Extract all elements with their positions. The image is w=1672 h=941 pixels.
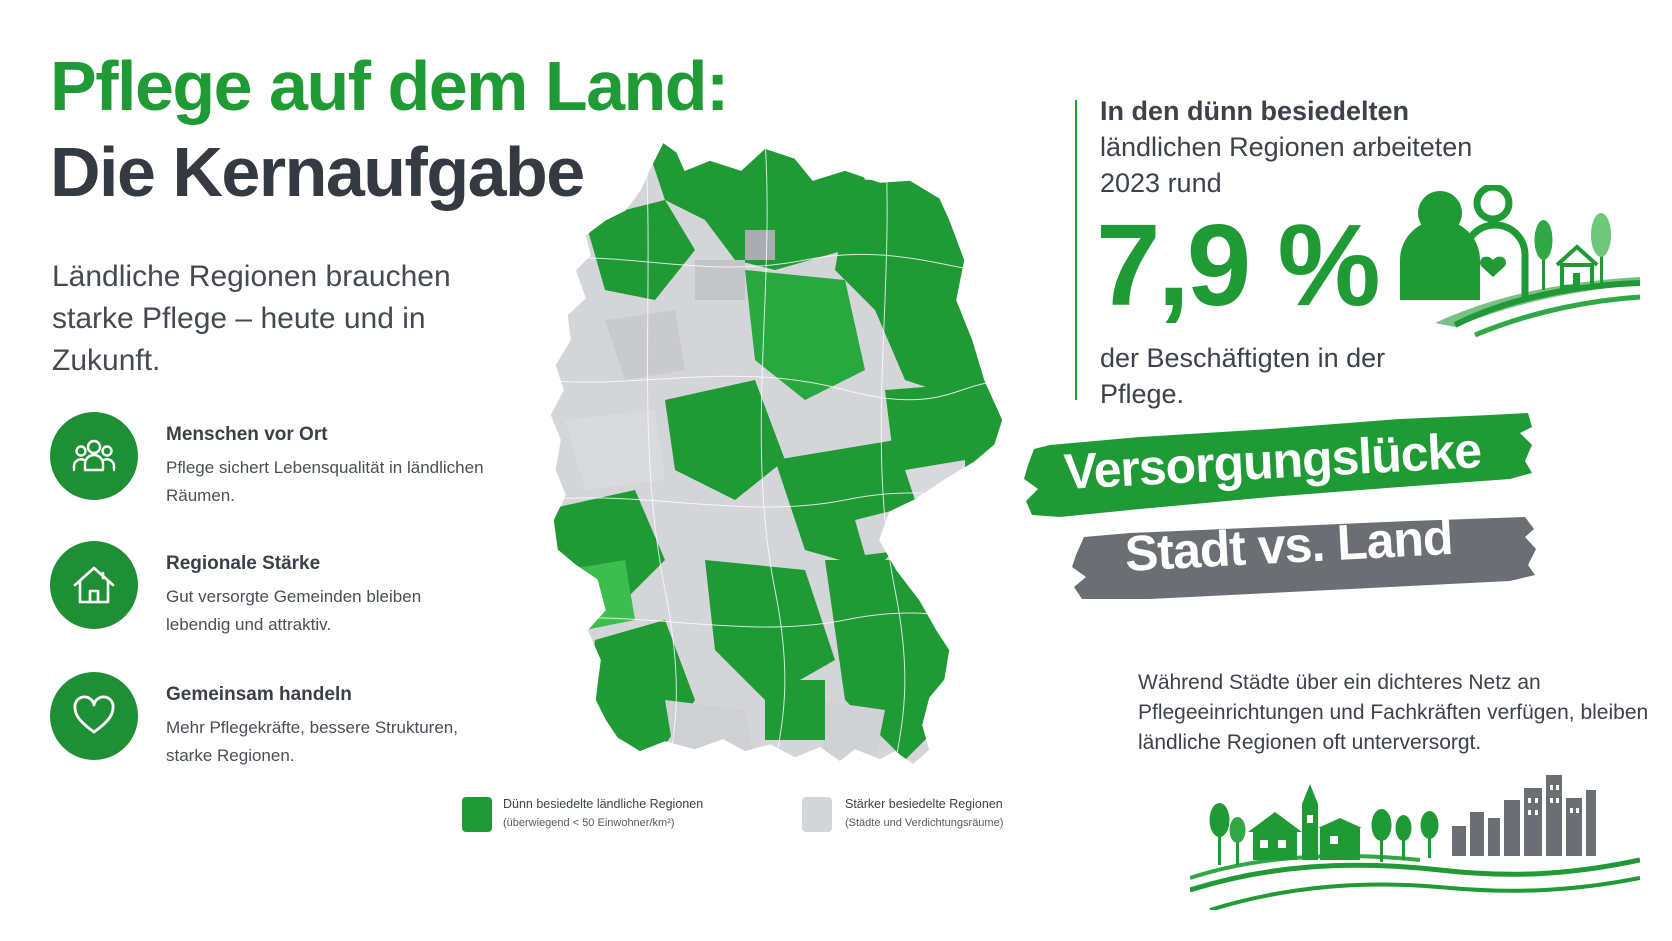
banner-city-land: Stadt vs. Land [1070, 505, 1540, 605]
house-icon [50, 541, 138, 629]
feature-region: Regionale Stärke Gut versorgte Gemeinden… [50, 541, 480, 634]
stat-outro: der Beschäftigten in der Pflege. [1100, 343, 1386, 409]
legend-urban-label: Stärker besiedelte Regionen [845, 797, 1003, 811]
banner-gap: Versorgungslücke [1020, 405, 1535, 525]
legend-rural-label: Dünn besiedelte ländliche Regionen [503, 797, 704, 811]
page-title-line2: Die Kernaufgabe [50, 133, 585, 211]
stat-intro-rest: ländlichen Regionen arbeiteten 2023 rund [1100, 132, 1473, 198]
stat-divider [1075, 100, 1077, 400]
feature-text: Gut versorgte Gemeinden bleiben lebendig… [166, 587, 422, 634]
page-title-line1: Pflege auf dem Land: [50, 47, 729, 125]
feature-text: Mehr Pflegekräfte, bessere Strukturen, s… [166, 718, 458, 765]
page-subtitle: Ländliche Regionen brauchen starke Pfleg… [52, 260, 451, 377]
gap-description: Während Städte über ein dichteres Netz a… [1138, 671, 1649, 754]
town-countryside-illustration-icon [1190, 775, 1640, 910]
brush-stroke-grey [1072, 517, 1536, 599]
feature-title: Menschen vor Ort [166, 424, 328, 445]
brush-stroke-green [1024, 413, 1532, 517]
feature-title: Regionale Stärke [166, 553, 321, 574]
legend-rural-sub: (überwiegend < 50 Einwohner/km²) [503, 817, 675, 829]
stat-intro: In den dünn besiedelten ländlichen Regio… [1100, 93, 1520, 201]
map-regions [550, 142, 1003, 765]
legend-rural-swatch [462, 797, 492, 832]
stat-intro-bold: In den dünn besiedelten [1100, 96, 1410, 126]
germany-map [549, 140, 1004, 766]
people-icon [50, 412, 138, 500]
legend-urban-swatch [802, 797, 832, 832]
feature-together: Gemeinsam handeln Mehr Pflegekräfte, bes… [50, 672, 480, 765]
legend-urban-sub: (Städte und Verdichtungsräume) [845, 817, 1004, 829]
feature-title: Gemeinsam handeln [166, 684, 352, 705]
heart-icon [50, 672, 138, 760]
feature-people: Menschen vor Ort Pflege sichert Lebensqu… [50, 412, 484, 505]
caregiver-illustration-icon [1400, 185, 1641, 338]
stat-value: 7,9 % [1096, 200, 1381, 330]
feature-text: Pflege sichert Lebensqualität in ländlic… [166, 458, 484, 505]
